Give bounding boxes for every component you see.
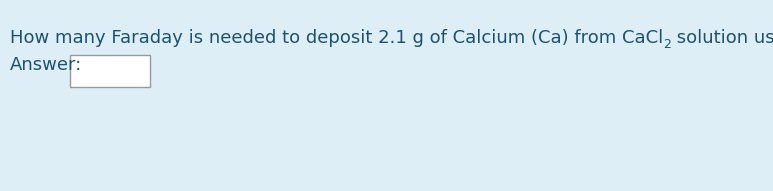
Text: Answer:: Answer: — [10, 56, 82, 74]
Text: How many Faraday is needed to deposit 2.1 g of Calcium (Ca) from CaCl: How many Faraday is needed to deposit 2.… — [10, 29, 663, 47]
Text: 2: 2 — [663, 38, 671, 51]
Text: solution using electrolysis process.: solution using electrolysis process. — [671, 29, 773, 47]
Bar — [70, 55, 150, 87]
